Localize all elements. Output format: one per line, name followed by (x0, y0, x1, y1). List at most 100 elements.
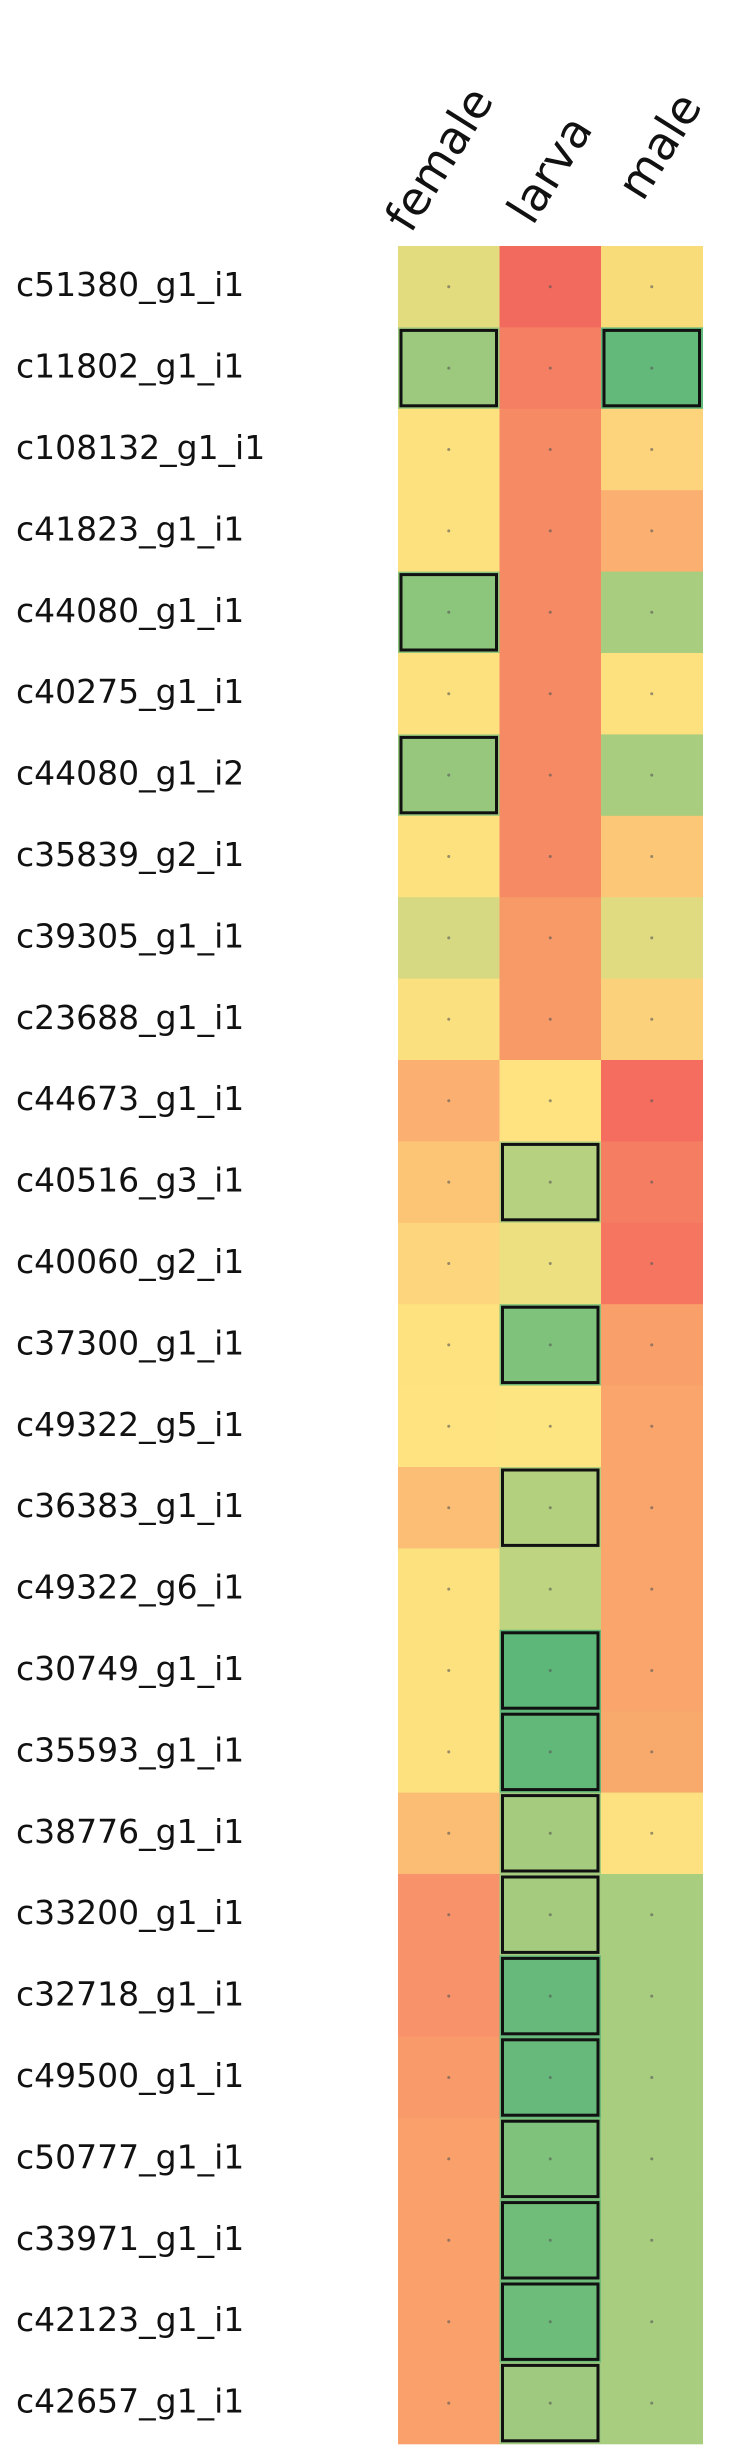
cell-dot (650, 1099, 654, 1103)
cell-dot (548, 2401, 552, 2405)
row-label: c42657_g1_i1 (16, 2382, 244, 2421)
row-label: c23688_g1_i1 (16, 998, 244, 1037)
cell-dot (447, 1913, 451, 1917)
cell-dot (650, 1506, 654, 1510)
cell-dot (650, 2238, 654, 2242)
cell-dot (447, 2157, 451, 2161)
cell-dot (650, 1750, 654, 1754)
cell-dot (447, 1424, 451, 1428)
cell-dot (447, 2238, 451, 2242)
row-label: c30749_g1_i1 (16, 1649, 244, 1688)
cell-dot (447, 1994, 451, 1998)
cell-dot (447, 366, 451, 370)
cell-dot (447, 692, 451, 696)
cell-dot (548, 1180, 552, 1184)
cell-dot (447, 855, 451, 858)
cell-dot (447, 773, 451, 777)
row-label: c40516_g3_i1 (16, 1161, 244, 1200)
cell-dot (650, 1913, 654, 1917)
row-label: c44080_g1_i1 (16, 591, 244, 630)
row-label: c11802_g1_i1 (16, 347, 244, 386)
cell-dot (447, 1831, 451, 1835)
outline (501, 2282, 600, 2361)
row-label: c33200_g1_i1 (16, 1893, 244, 1932)
cell-dot (548, 1750, 552, 1754)
cell-dot (447, 936, 451, 940)
cell-dot (447, 1587, 451, 1591)
cell-dot (447, 1750, 451, 1754)
cell-dot (650, 610, 654, 614)
cell-dot (447, 1017, 451, 1021)
cell-dot (548, 610, 552, 614)
cell-dot (650, 366, 654, 370)
row-label: c49500_g1_i1 (16, 2056, 244, 2095)
cell-dot (650, 855, 654, 858)
outline (501, 1712, 600, 1792)
cell-dot (447, 1180, 451, 1184)
cell-dot (548, 1424, 552, 1428)
row-label: c32718_g1_i1 (16, 1975, 244, 2014)
cell-dot (650, 2076, 654, 2079)
cell-dot (447, 285, 451, 289)
row-label: c44673_g1_i1 (16, 1079, 244, 1118)
row-label: c50777_g1_i1 (16, 2137, 244, 2176)
cell-dot (548, 692, 552, 696)
cell-dot (548, 1669, 552, 1672)
cell-dot (548, 1017, 552, 1021)
cell-dot (548, 366, 552, 370)
cell-dot (548, 2320, 552, 2324)
cell-dot (650, 936, 654, 940)
cell-dot (548, 1506, 552, 1510)
cell-dot (650, 1262, 654, 1265)
row-label: c44080_g1_i2 (16, 754, 244, 793)
cell-dot (548, 773, 552, 777)
cell-dot (548, 1913, 552, 1917)
cell-dot (548, 2076, 552, 2079)
row-label: c38776_g1_i1 (16, 1812, 244, 1851)
cell-dot (447, 1506, 451, 1510)
cell-dot (447, 1343, 451, 1347)
row-label: c41823_g1_i1 (16, 509, 244, 548)
column-label: male (606, 83, 712, 208)
cell-dot (447, 2320, 451, 2324)
cell-dot (650, 529, 654, 533)
outline (399, 735, 498, 815)
cell-dot (548, 2157, 552, 2161)
row-label: c36383_g1_i1 (16, 1486, 244, 1525)
row-label: c33971_g1_i1 (16, 2219, 244, 2258)
row-label: c40060_g2_i1 (16, 1242, 244, 1281)
cell-dot (650, 692, 654, 696)
row-label: c49322_g6_i1 (16, 1568, 244, 1607)
cell-dot (650, 773, 654, 777)
cell-dot (650, 1994, 654, 1998)
cell-dot (650, 2157, 654, 2161)
row-label: c39305_g1_i1 (16, 916, 244, 955)
row-label: c108132_g1_i1 (16, 428, 265, 467)
outline (399, 573, 498, 652)
outline (501, 1794, 600, 1873)
row-label: c40275_g1_i1 (16, 672, 244, 711)
outline (602, 328, 701, 408)
outline (501, 1956, 600, 2036)
cell-dot (548, 1343, 552, 1347)
cell-dot (447, 2076, 451, 2079)
column-label: larva (496, 106, 603, 232)
cell-dot (650, 1180, 654, 1184)
row-label: c35839_g2_i1 (16, 835, 244, 874)
outline (501, 1468, 600, 1547)
cell-dot (548, 855, 552, 858)
cell-dot (447, 610, 451, 614)
cell-dot (650, 1669, 654, 1672)
cell-dot (548, 1262, 552, 1265)
cell-dot (650, 1017, 654, 1021)
row-label: c35593_g1_i1 (16, 1730, 244, 1769)
cell-dot (650, 1831, 654, 1835)
outline (501, 1875, 600, 1954)
cell-dot (548, 1099, 552, 1103)
cell-dot (650, 2401, 654, 2405)
cell-dot (548, 1831, 552, 1835)
cell-dot (447, 448, 451, 451)
row-label: c51380_g1_i1 (16, 265, 244, 304)
row-label: c42123_g1_i1 (16, 2300, 244, 2339)
